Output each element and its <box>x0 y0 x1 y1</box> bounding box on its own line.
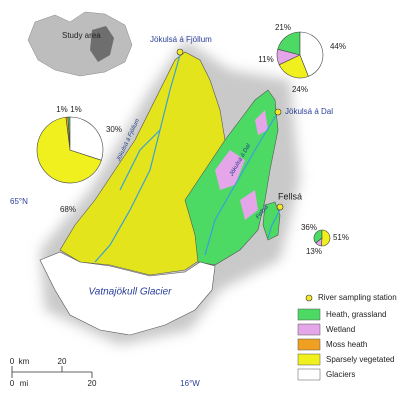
pie-label: 1% <box>70 105 82 114</box>
latitude-label: 65°N <box>10 197 28 206</box>
pie-label: 1% <box>56 105 68 114</box>
legend-swatch <box>297 353 321 366</box>
pie-slice <box>278 54 309 79</box>
pie-label: 44% <box>330 42 346 51</box>
legend-label: Glaciers <box>326 370 355 379</box>
legend-swatch <box>297 368 321 381</box>
pie-slice <box>69 116 104 161</box>
scale-label: 20 <box>88 379 97 388</box>
glacier-area <box>39 251 216 336</box>
pie-slice <box>321 229 331 247</box>
pie-label: 51% <box>333 233 349 242</box>
wetland-area <box>215 110 268 220</box>
glacier-label: Vatnajökull Glacier <box>88 287 172 298</box>
legend-label: Heath, grassland <box>326 310 386 319</box>
scale-label: 0 <box>10 379 15 388</box>
river-label: Jökulsá á Dal <box>285 107 333 116</box>
scale-label: km <box>19 357 30 366</box>
longitude-label: 16°W <box>180 379 200 388</box>
station <box>274 108 282 116</box>
scale-label: 0 <box>10 357 15 366</box>
station <box>276 203 284 211</box>
pie-label: 30% <box>106 125 122 134</box>
legend-swatch <box>297 338 321 351</box>
fellsa-area <box>262 201 281 241</box>
river-label: Jökulsá á Fjöllum <box>150 35 212 44</box>
scale-label: mi <box>20 379 29 388</box>
legend-swatch <box>297 308 321 321</box>
river-label: Fellsá <box>278 191 302 201</box>
pie-slice <box>299 31 324 77</box>
inset-iceland <box>27 11 133 77</box>
pie-slice <box>36 116 102 184</box>
pie-label: 36% <box>301 223 317 232</box>
pie-label: 24% <box>292 85 308 94</box>
legend-station-symbol <box>305 294 313 302</box>
pie-label: 68% <box>60 205 76 214</box>
inset-label: Study area <box>62 31 101 40</box>
sparse-area <box>59 51 226 276</box>
legend-label: Wetland <box>326 325 355 334</box>
legend-label: Sparsely vegetated <box>326 355 395 364</box>
inset-study-area <box>90 26 114 62</box>
legend-swatch <box>297 323 321 336</box>
pie-label: 21% <box>275 23 291 32</box>
legend-label: River sampling station <box>318 293 397 302</box>
scale-label: 20 <box>58 357 67 366</box>
rivers <box>94 54 281 263</box>
legend-label: Moss heath <box>326 340 367 349</box>
pie-label: 11% <box>258 55 273 64</box>
station <box>176 48 184 56</box>
pie-label: 13% <box>306 247 322 256</box>
